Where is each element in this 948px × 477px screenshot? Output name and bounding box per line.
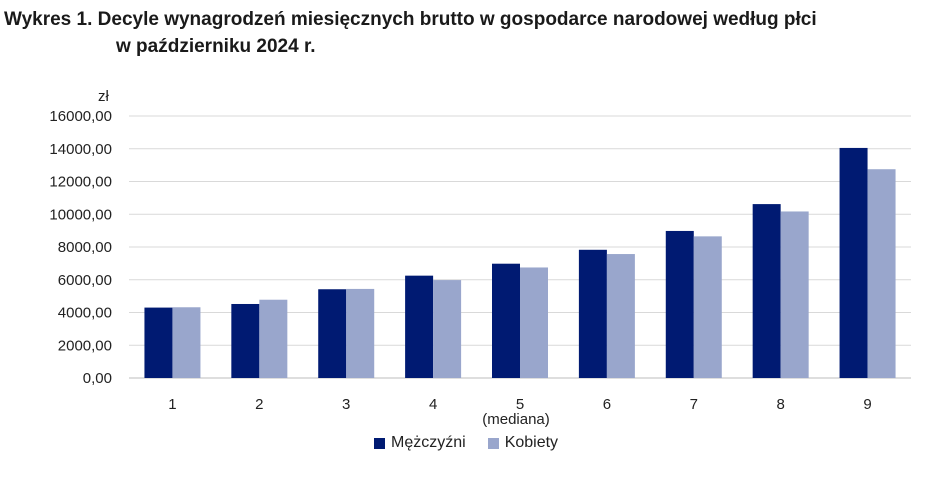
legend-label-men: Mężczyźni bbox=[391, 434, 466, 451]
y-tick-label: 12000,00 bbox=[49, 174, 112, 191]
x-axis: 1 2 3 4 5(mediana) 6 7 8 9 bbox=[168, 396, 871, 428]
y-tick-label: 6000,00 bbox=[58, 272, 112, 289]
bar-women-decile-9 bbox=[867, 169, 896, 378]
bar-women-decile-5 bbox=[520, 267, 548, 378]
bar-men-decile-6 bbox=[578, 249, 607, 378]
legend-item-women: Kobiety bbox=[487, 434, 559, 452]
bar-women-decile-7 bbox=[693, 236, 722, 378]
x-tick-label: 2 bbox=[255, 396, 263, 413]
bar-men-decile-9 bbox=[839, 147, 868, 378]
x-tick-sublabel: (mediana) bbox=[482, 411, 550, 428]
y-tick-label: 0,00 bbox=[83, 370, 112, 387]
legend-swatch-women bbox=[487, 437, 499, 449]
x-tick-label: 4 bbox=[429, 396, 437, 413]
bar-men-decile-5 bbox=[492, 263, 520, 378]
x-tick-label: 1 bbox=[168, 396, 176, 413]
x-tick-label: 7 bbox=[690, 396, 698, 413]
legend-swatch-men bbox=[374, 437, 385, 449]
x-tick-label: 5 bbox=[516, 396, 524, 413]
bar-men-decile-2 bbox=[231, 303, 260, 378]
bar-women-decile-4 bbox=[433, 280, 462, 378]
y-tick-label: 16000,00 bbox=[49, 108, 112, 125]
legend-label-women: Kobiety bbox=[504, 434, 559, 451]
y-tick-label: 8000,00 bbox=[58, 239, 112, 256]
bar-women-decile-6 bbox=[606, 254, 635, 378]
y-axis-unit-label: zł bbox=[98, 88, 110, 105]
bar-women-decile-8 bbox=[780, 211, 809, 378]
legend-item-men: Mężczyźni bbox=[374, 434, 466, 452]
bar-women-decile-3 bbox=[346, 288, 375, 378]
x-tick-label: 3 bbox=[342, 396, 350, 413]
x-tick-label: 9 bbox=[863, 396, 871, 413]
bar-men-decile-3 bbox=[318, 289, 347, 378]
bar-men-decile-8 bbox=[752, 204, 781, 378]
y-axis: zł 0,00 2000,00 4000,00 6000,00 8000,00 10000… bbox=[49, 88, 112, 387]
y-tick-label: 4000,00 bbox=[58, 305, 112, 322]
x-tick-label: 6 bbox=[603, 396, 611, 413]
bar-men-decile-1 bbox=[144, 307, 173, 378]
chart-title-line-2: w październiku 2024 r. bbox=[116, 36, 316, 57]
legend: Mężczyźni Kobiety bbox=[374, 434, 558, 452]
chart-title: Wykres 1. Decyle wynagrodzeń miesięcznyc… bbox=[4, 6, 944, 60]
x-tick-label: 8 bbox=[776, 396, 784, 413]
chart-title-line-1: Wykres 1. Decyle wynagrodzeń miesięcznyc… bbox=[4, 9, 817, 30]
bar-men-decile-7 bbox=[665, 230, 694, 378]
bars bbox=[144, 147, 896, 378]
bar-women-decile-2 bbox=[259, 299, 288, 378]
bar-men-decile-4 bbox=[405, 275, 434, 378]
y-tick-label: 2000,00 bbox=[58, 337, 112, 354]
y-tick-label: 10000,00 bbox=[49, 206, 112, 223]
y-tick-label: 14000,00 bbox=[49, 141, 112, 158]
bar-women-decile-1 bbox=[172, 307, 201, 378]
